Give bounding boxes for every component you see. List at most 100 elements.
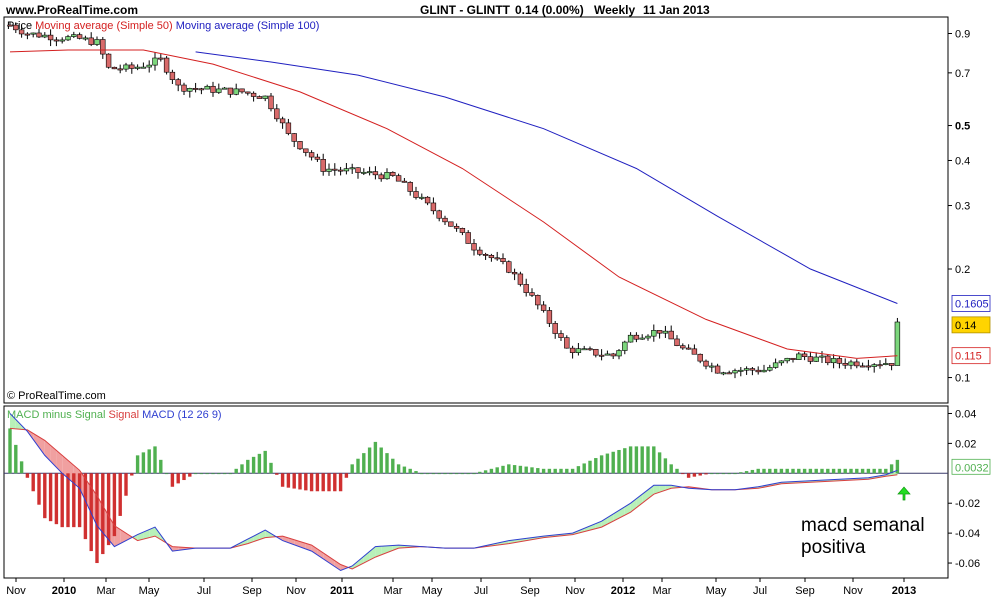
candle-down <box>175 79 181 86</box>
macd-fill-positive <box>149 527 155 538</box>
candle-down <box>24 33 31 36</box>
candle-up <box>146 64 152 68</box>
macd-histogram-bar-positive <box>246 459 250 474</box>
candle-up <box>894 321 901 366</box>
candle-up <box>30 32 36 35</box>
macd-value-label-box <box>951 458 991 475</box>
macd-histogram-bar-positive <box>553 468 557 474</box>
macd-histogram-bar-positive <box>582 463 586 474</box>
macd-histogram-bar-positive <box>710 473 714 475</box>
instrument-name: GLINT - GLINTT <box>420 3 511 17</box>
candle-down <box>453 225 460 229</box>
macd-fill-positive <box>648 485 654 499</box>
macd-histogram-bar-positive <box>483 470 488 474</box>
candle-down <box>459 228 466 233</box>
candle-up <box>616 350 622 357</box>
macd-fill-negative <box>120 529 126 544</box>
macd-histogram-bar-negative <box>182 473 186 481</box>
candle-down <box>285 122 292 134</box>
macd-histogram-bar-positive <box>443 473 447 475</box>
macd-fill-positive <box>10 413 16 429</box>
candle-up <box>639 337 645 340</box>
macd-histogram-bar-positive <box>773 468 778 474</box>
candle-down <box>53 39 60 42</box>
macd-histogram-bar-negative <box>304 473 308 491</box>
candle-down <box>801 353 808 357</box>
candle-up <box>604 353 611 356</box>
macd-histogram-bar-negative <box>344 473 349 478</box>
macd-histogram-bar-negative <box>31 473 35 492</box>
ma50-value-label: 0.115 <box>955 351 982 363</box>
price-y-tick-label: 0.1 <box>955 373 970 385</box>
candle-up <box>778 360 785 364</box>
x-tick-label: Nov <box>286 585 306 597</box>
candle-down <box>790 357 796 360</box>
candle-down <box>697 353 703 362</box>
macd-histogram-bar-positive <box>715 473 720 475</box>
candle-down <box>587 348 593 351</box>
macd-histogram-bar-positive <box>478 471 482 474</box>
candle-up <box>59 39 65 42</box>
candle-up <box>883 363 889 365</box>
macd-histogram-bar-positive <box>449 473 453 475</box>
macd-histogram-bar-negative <box>112 473 117 537</box>
macd-fill-negative <box>172 546 179 552</box>
macd-histogram-bar-positive <box>193 473 198 475</box>
macd-fill-negative <box>317 548 324 559</box>
candle-up <box>204 85 210 90</box>
candle-down <box>13 24 19 31</box>
macd-fill-positive <box>363 551 370 564</box>
candle-up <box>42 34 48 38</box>
legend-ma100: Moving average (Simple 100) <box>176 20 320 32</box>
macd-fill-positive <box>392 545 399 551</box>
ma100-value-label-box <box>951 295 991 312</box>
candle-down <box>308 152 315 158</box>
x-tick-label: Sep <box>520 585 540 597</box>
candle-down <box>76 34 83 39</box>
legend-signal: Signal <box>108 409 139 421</box>
macd-histogram-bar-positive <box>512 465 517 474</box>
macd-histogram-bar-negative <box>309 473 314 492</box>
candle-up <box>738 369 744 372</box>
macd-histogram-bar-positive <box>599 455 604 474</box>
macd-fill-negative <box>44 440 51 462</box>
candle-up <box>233 88 239 95</box>
macd-histogram-bar-positive <box>199 473 204 475</box>
macd-histogram-bar-negative <box>170 473 175 487</box>
candle-up <box>221 87 228 90</box>
candle-up <box>349 167 355 170</box>
quote-value: 0.14 (0.00%) <box>515 3 584 17</box>
annotation-line-1: macd semanal <box>801 515 925 536</box>
x-tick-label: 2010 <box>52 585 76 597</box>
candle-down <box>332 168 338 171</box>
candle-up <box>216 88 222 93</box>
candle-down <box>256 96 263 99</box>
candle-down <box>488 255 495 259</box>
signal-line <box>9 427 898 570</box>
macd-histogram-bar-positive <box>750 469 755 474</box>
macd-histogram-bar-positive <box>570 468 575 474</box>
macd-fill-negative <box>311 545 318 555</box>
macd-histogram-bar-positive <box>739 472 743 474</box>
macd-histogram-bar-positive <box>640 446 644 474</box>
candle-up <box>732 370 738 374</box>
macd-histogram-bar-negative <box>176 473 180 484</box>
candle-up <box>581 348 587 351</box>
candle-down <box>836 358 843 364</box>
candle-down <box>210 85 216 93</box>
macd-histogram-bar-negative <box>298 473 302 490</box>
candle-down <box>245 91 251 94</box>
candle-up <box>262 95 268 99</box>
candle-down <box>680 345 686 349</box>
macd-histogram-bar-positive <box>565 468 569 474</box>
candle-down <box>726 372 732 375</box>
x-tick-label: May <box>139 585 160 597</box>
candle-down <box>564 337 570 349</box>
macd-histogram-bar-positive <box>797 468 801 474</box>
macd-histogram-bar-positive <box>820 468 824 474</box>
macd-histogram-bar-positive <box>605 453 610 474</box>
macd-histogram-bar-positive <box>414 471 418 474</box>
macd-fill-negative <box>56 450 63 474</box>
candle-up <box>720 372 727 375</box>
candle-down <box>158 57 164 60</box>
